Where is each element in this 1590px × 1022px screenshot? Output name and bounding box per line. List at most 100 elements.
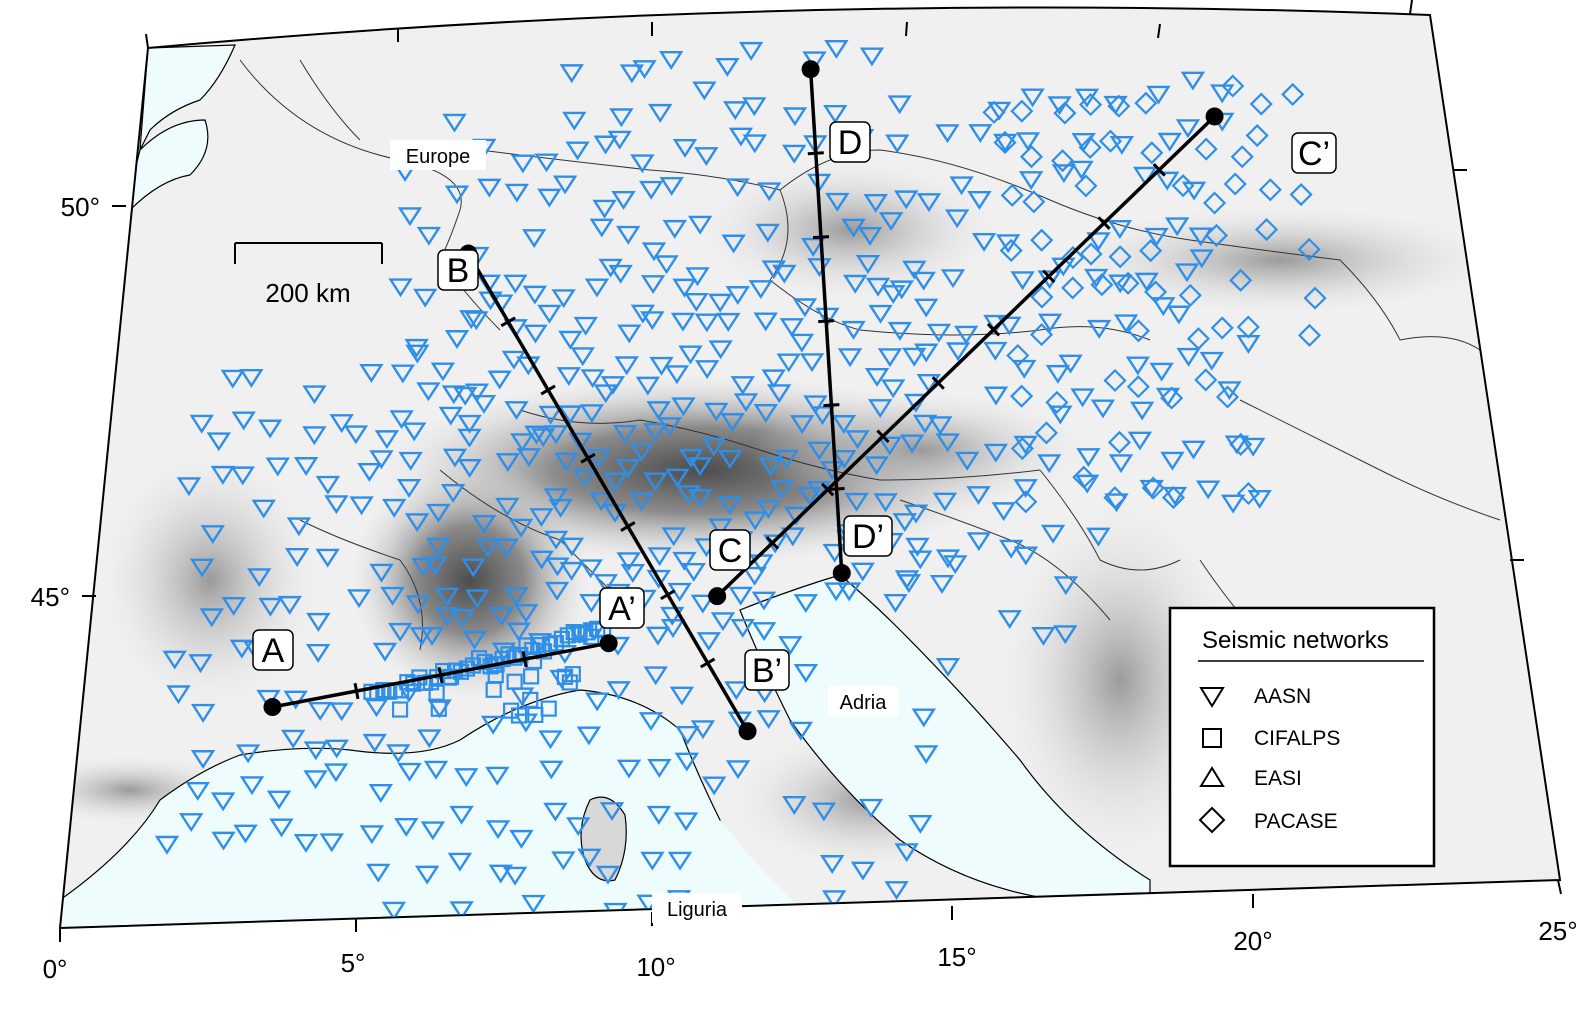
profile-tick: [828, 487, 845, 492]
profile-label-C: C: [709, 529, 751, 571]
aasn-station: [1020, 88, 1045, 108]
lat-tick-50: 50°: [61, 192, 100, 222]
aasn-station: [416, 226, 442, 246]
aasn-station: [1108, 454, 1134, 474]
aasn-station: [687, 489, 713, 509]
aasn-station: [782, 144, 807, 164]
profile-tick: [540, 384, 556, 396]
aasn-station: [751, 591, 777, 611]
aasn-station: [516, 448, 542, 468]
pacase-station: [1108, 245, 1132, 269]
aasn-station: [661, 527, 686, 547]
western-alps-relief: [350, 460, 590, 700]
aasn-station: [487, 370, 512, 390]
aasn-station: [593, 574, 618, 594]
pacase-station: [1215, 385, 1240, 409]
aasn-station: [692, 81, 717, 101]
aasn-station: [438, 406, 463, 426]
pacase-station: [1103, 368, 1127, 393]
pacase-station: [1186, 327, 1211, 351]
aasn-station: [450, 609, 475, 629]
aasn-station: [1051, 164, 1077, 184]
aasn-station: [405, 344, 430, 364]
aasn-station: [727, 711, 753, 731]
lon-tick-5: 5°: [341, 948, 366, 978]
massif-central-relief: [100, 450, 320, 710]
aasn-station: [595, 865, 621, 885]
pacase-station: [1297, 237, 1321, 261]
aasn-station: [369, 450, 394, 470]
aasn-station: [837, 348, 863, 368]
aasn-station: [374, 430, 400, 450]
aasn-station: [646, 805, 672, 825]
aasn-station: [323, 763, 349, 783]
channel-sea: [119, 119, 209, 231]
aasn-station: [566, 817, 591, 837]
aasn-station: [606, 681, 631, 701]
aasn-station: [413, 288, 438, 308]
cifalps-station: [476, 653, 493, 671]
aasn-station: [894, 843, 919, 863]
aasn-station: [1180, 71, 1206, 91]
aasn-station: [578, 559, 603, 579]
cifalps-station: [503, 702, 520, 719]
aasn-station: [674, 752, 700, 772]
profile-endpoint-C-prime: [1205, 107, 1224, 126]
aasn-station: [630, 304, 656, 324]
profile-label-B: B: [437, 249, 479, 291]
aasn-station: [423, 760, 449, 780]
aasn-station: [672, 138, 698, 158]
aasn-station: [820, 461, 845, 481]
aasn-station: [659, 177, 684, 196]
aasn-station: [772, 264, 797, 284]
aasn-station: [510, 154, 536, 174]
aasn-station: [887, 321, 913, 341]
aasn-station: [926, 323, 952, 343]
aasn-station: [859, 47, 885, 67]
pacase-station: [1141, 476, 1165, 500]
cifalps-station: [430, 700, 447, 717]
aasn-station: [932, 492, 958, 512]
pacase-station: [1178, 283, 1202, 307]
profile-tick: [876, 429, 890, 444]
aasn-station: [503, 274, 528, 294]
pacase-station: [1230, 145, 1254, 169]
profile-endpoint-B-prime: [738, 722, 757, 741]
pacase-station: [1221, 74, 1245, 98]
pacase-station: [1079, 242, 1103, 266]
aasn-station: [855, 255, 881, 274]
aasn-station: [630, 154, 655, 174]
pacase-station: [1171, 174, 1195, 198]
aasn-station: [220, 369, 245, 389]
aasn-station: [850, 562, 875, 582]
aasn-station: [166, 685, 191, 705]
aasn-station: [521, 229, 547, 249]
cifalps-station: [375, 681, 392, 699]
aasn-station: [545, 557, 570, 577]
pacase-station: [1010, 384, 1034, 408]
pacase-station: [1030, 285, 1054, 309]
svg-text:D’: D’: [852, 518, 884, 556]
pacase-station: [1053, 101, 1077, 125]
pacase-station: [1022, 190, 1046, 214]
aasn-station: [576, 726, 602, 746]
aasn-station: [554, 452, 579, 472]
pacase-station: [993, 130, 1017, 155]
aasn-station: [1053, 576, 1079, 596]
aasn-station: [640, 275, 666, 295]
aasn-station: [1129, 401, 1155, 421]
aasn-station: [643, 423, 668, 442]
cifalps-station: [523, 668, 540, 685]
aasn-station: [806, 173, 832, 193]
aasn-station: [841, 320, 866, 340]
pacase-station: [1258, 178, 1282, 202]
aasn-station: [441, 385, 467, 405]
aasn-station: [638, 180, 664, 200]
aasn-station: [1166, 305, 1192, 325]
aasn-station: [609, 108, 634, 128]
aasn-station: [966, 486, 991, 505]
pacase-station: [1210, 316, 1234, 340]
aasn-station: [539, 760, 564, 780]
aasn-station: [154, 835, 180, 855]
aasn-station: [667, 851, 693, 871]
